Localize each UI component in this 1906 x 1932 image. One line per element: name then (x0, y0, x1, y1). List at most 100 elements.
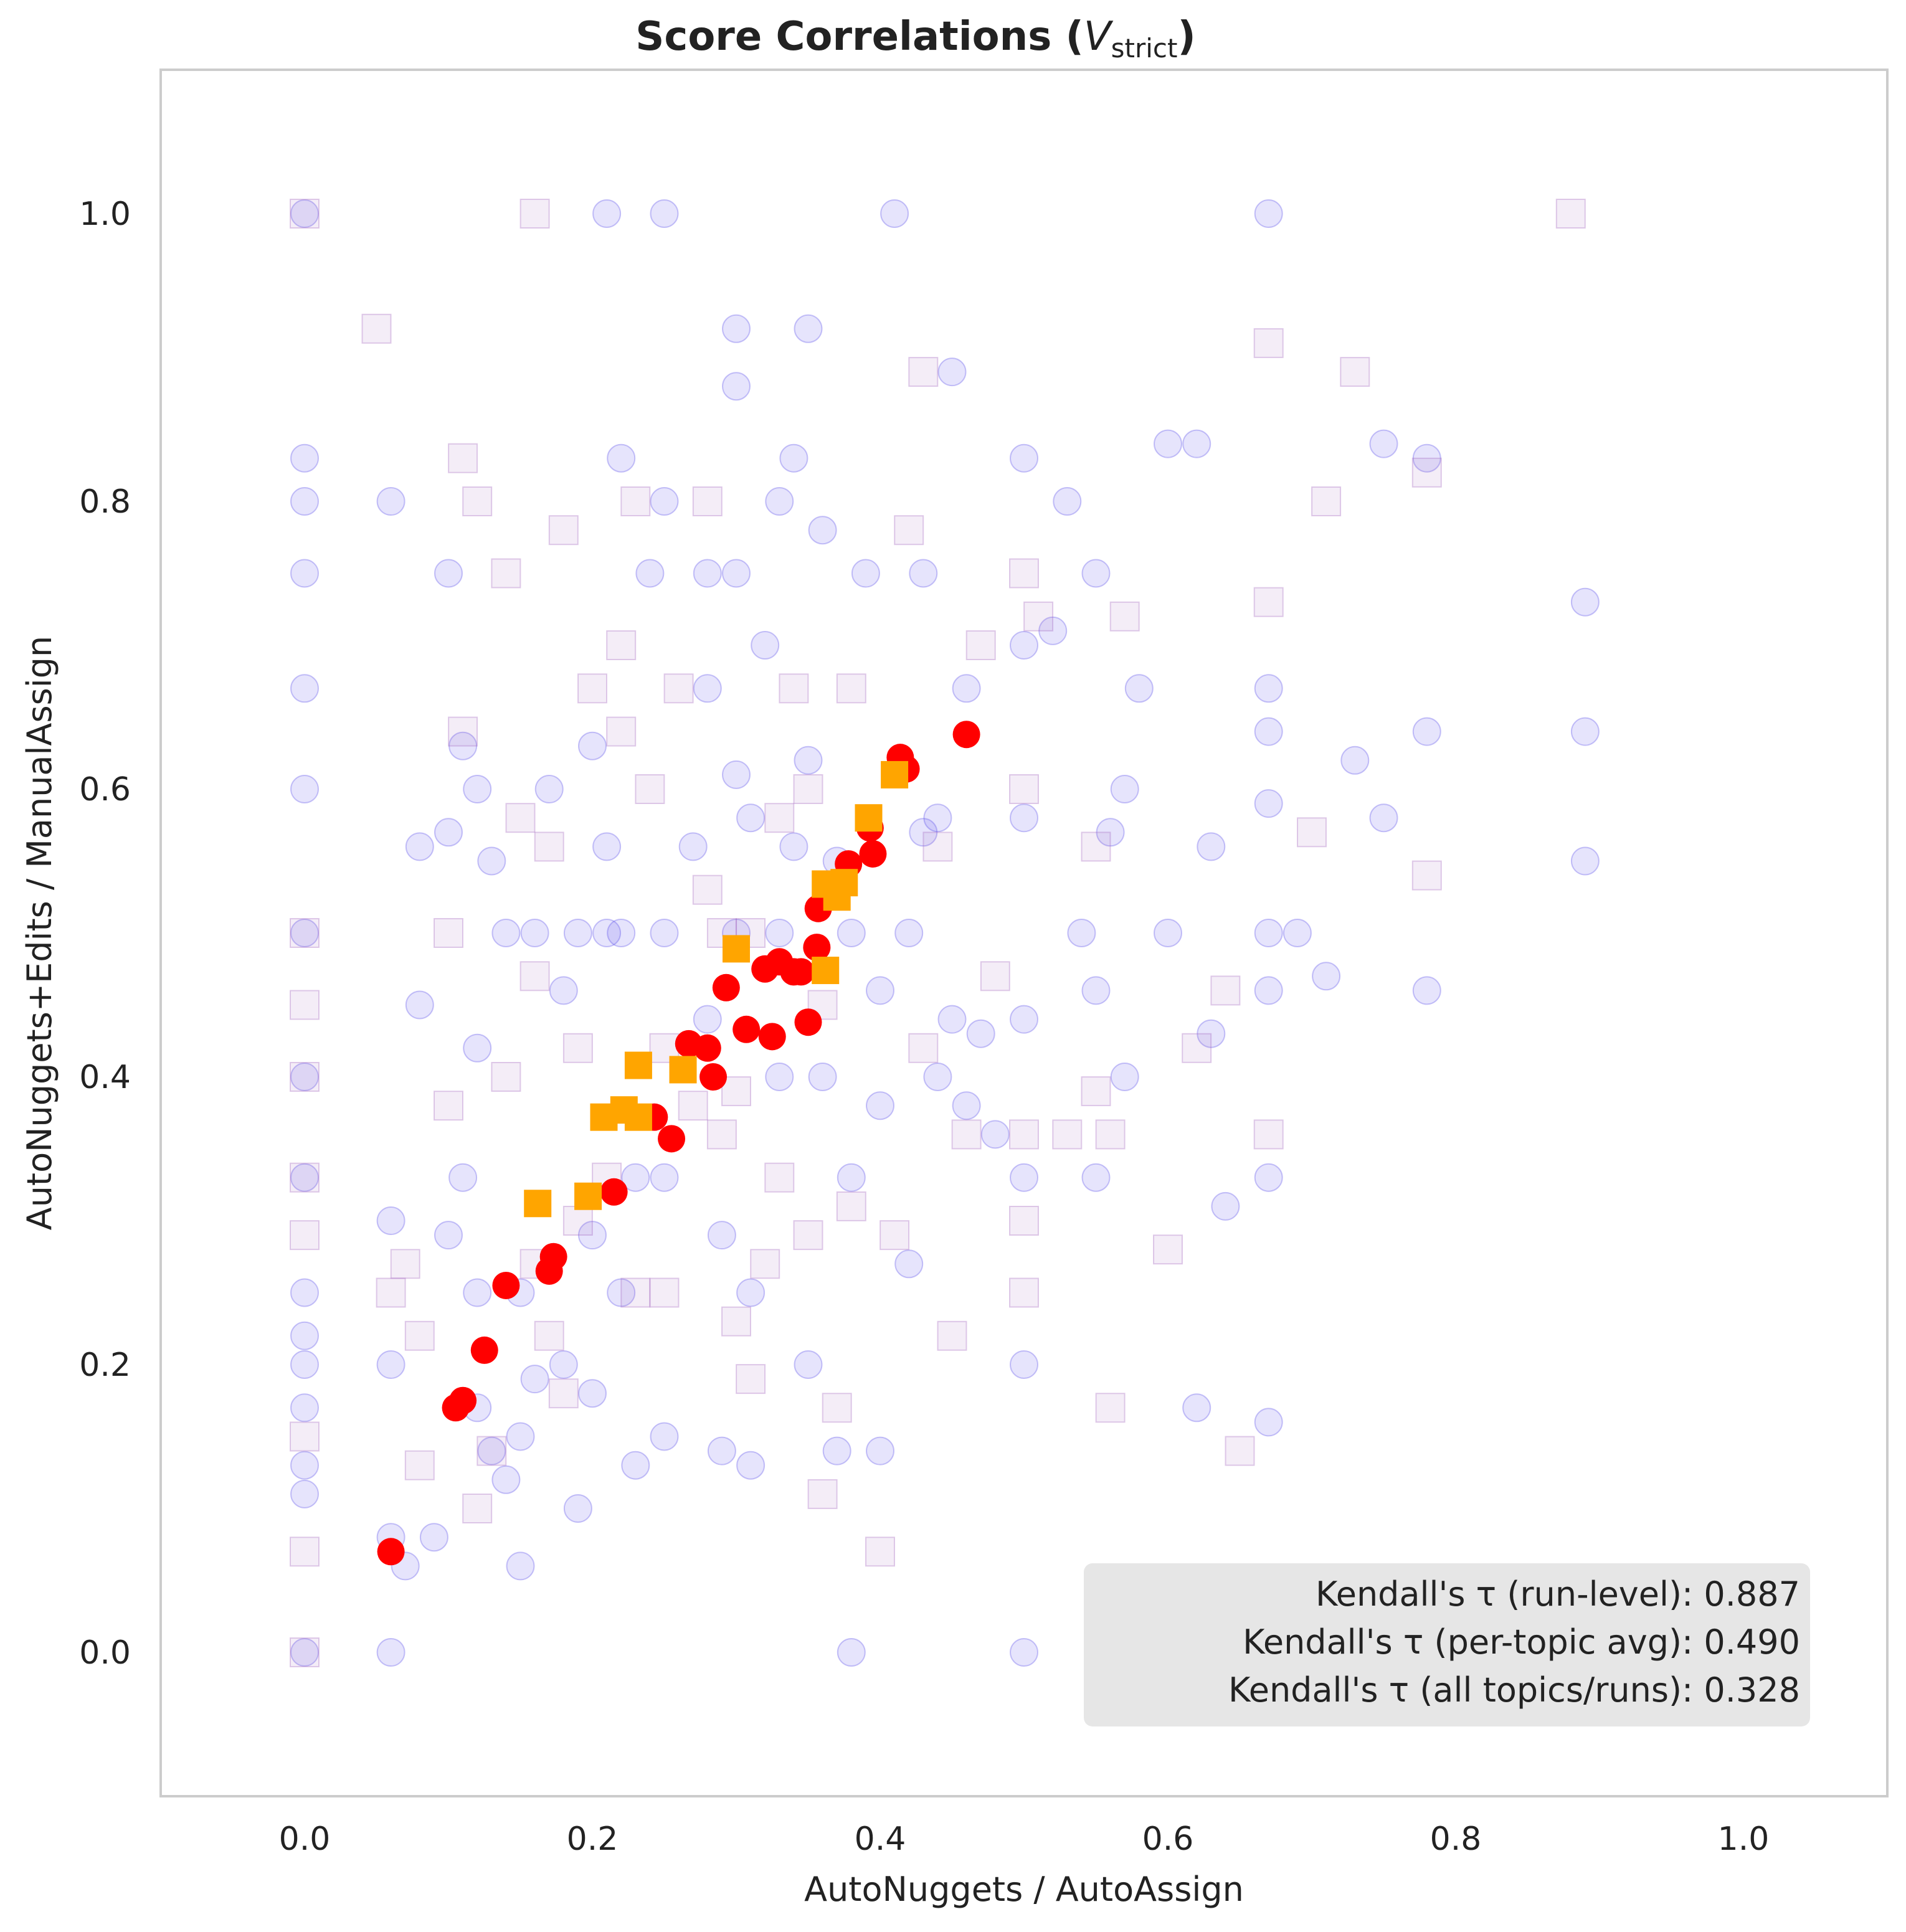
series-0-point (722, 559, 751, 588)
y-axis-title: AutoNuggets+Edits / ManualAssign (20, 636, 59, 1231)
series-0-point (722, 372, 751, 401)
series-0-point (1340, 746, 1370, 775)
series-1-point (1210, 975, 1241, 1006)
axis-ticks: 0.0 0.2 0.4 0.6 0.8 1.0 0.0 0.2 0.4 0.6 0.8 1.0 (79, 196, 1769, 1858)
series-0-point (822, 1436, 851, 1466)
series-2-point (539, 1243, 567, 1271)
y-tick-label: 0.4 (79, 1059, 131, 1096)
series-0-point (419, 1523, 448, 1552)
series-1-point (1052, 1119, 1083, 1150)
series-0-point (765, 919, 794, 947)
series-1-point (1311, 486, 1342, 516)
series-3-point (723, 935, 750, 963)
series-1-point (606, 716, 637, 747)
series-1-point (562, 1206, 593, 1236)
series-0-point (607, 1278, 636, 1307)
series-1-point (1009, 1206, 1039, 1236)
series-3-point (669, 1056, 697, 1084)
series-0-point (563, 919, 592, 947)
series-1-point (1009, 774, 1039, 804)
series-0-point (751, 631, 780, 660)
series-0-point (290, 1163, 319, 1192)
series-0-point (290, 1278, 319, 1307)
series-1-point (1411, 860, 1442, 891)
series-1-point (1095, 1119, 1126, 1150)
series-1-point (290, 1637, 320, 1667)
series-1-point (922, 831, 953, 862)
series-0-point (290, 674, 319, 703)
series-1-point (750, 1249, 780, 1279)
series-0-point (376, 1638, 405, 1667)
series-1-point (491, 558, 521, 589)
series-0-point (1010, 1005, 1038, 1034)
series-3-point (624, 1103, 652, 1131)
series-1-point (1182, 1033, 1212, 1063)
series-1-point (692, 486, 723, 516)
series-1-point (1253, 587, 1284, 617)
series-1-point (793, 1220, 823, 1251)
series-1-point (980, 961, 1010, 992)
series-0-point (1570, 587, 1600, 617)
series-0-point (376, 1350, 405, 1379)
x-tick-label: 0.2 (567, 1821, 619, 1858)
series-2-point (803, 934, 831, 962)
series-1-point (1081, 1076, 1111, 1107)
series-0-point (1197, 1019, 1226, 1048)
series-0-point (1312, 962, 1341, 991)
y-tick-label: 1.0 (79, 196, 131, 233)
series-3-point (524, 1190, 552, 1218)
series-1-point (548, 515, 579, 546)
series-1-point (822, 1393, 852, 1423)
series-0-point (1211, 1191, 1240, 1221)
series-1-point (635, 774, 665, 804)
series-0-point (966, 1019, 995, 1048)
series-1-point (1009, 1119, 1039, 1150)
series-1-point (505, 803, 536, 833)
series-0-point (506, 1422, 535, 1451)
series-0-point (722, 314, 751, 343)
series-0-point (1283, 919, 1312, 947)
series-0-point (736, 803, 766, 833)
series-0-point (477, 846, 506, 876)
series-1-point (1009, 558, 1039, 589)
series-0-point (1369, 803, 1398, 833)
series-3-point (812, 957, 840, 985)
series-1-point (290, 199, 320, 229)
series-0-point (290, 1321, 319, 1350)
series-1-point (706, 1119, 737, 1150)
chart-title-subscript: strict (1111, 33, 1178, 64)
series-0-point (1254, 199, 1283, 228)
series-1-point (620, 1277, 651, 1308)
series-1-point (404, 1320, 435, 1351)
series-0-point (592, 832, 622, 861)
series-0-point (866, 1091, 894, 1120)
series-1-point (1081, 831, 1111, 862)
series-3-point (881, 760, 909, 788)
series-1-point (519, 199, 550, 229)
series-0-point (290, 1451, 319, 1480)
x-tick-label: 0.8 (1430, 1821, 1482, 1858)
series-0-point (1124, 674, 1154, 703)
series-1-point (865, 1537, 895, 1567)
series-0-point (635, 559, 665, 588)
series-1-point (1095, 1393, 1126, 1423)
series-1-point (290, 918, 320, 948)
series-0-point (578, 1221, 607, 1250)
series-1-point (692, 874, 723, 905)
series-0-point (779, 832, 808, 861)
series-1-point (1253, 1119, 1284, 1150)
series-0-point (549, 1350, 578, 1379)
series-1-point (376, 1277, 406, 1308)
series-2-point (952, 721, 980, 749)
series-3-point (830, 869, 858, 897)
series-1-point (807, 1479, 838, 1509)
series-1-point (764, 1162, 795, 1193)
series-1-point (290, 1537, 320, 1567)
series-0-point (1570, 717, 1600, 746)
series-1-point (908, 357, 939, 387)
series-2-point (658, 1125, 686, 1153)
series-2-point (859, 840, 887, 868)
series-1-point (434, 918, 463, 948)
series-0-point (1053, 487, 1082, 516)
